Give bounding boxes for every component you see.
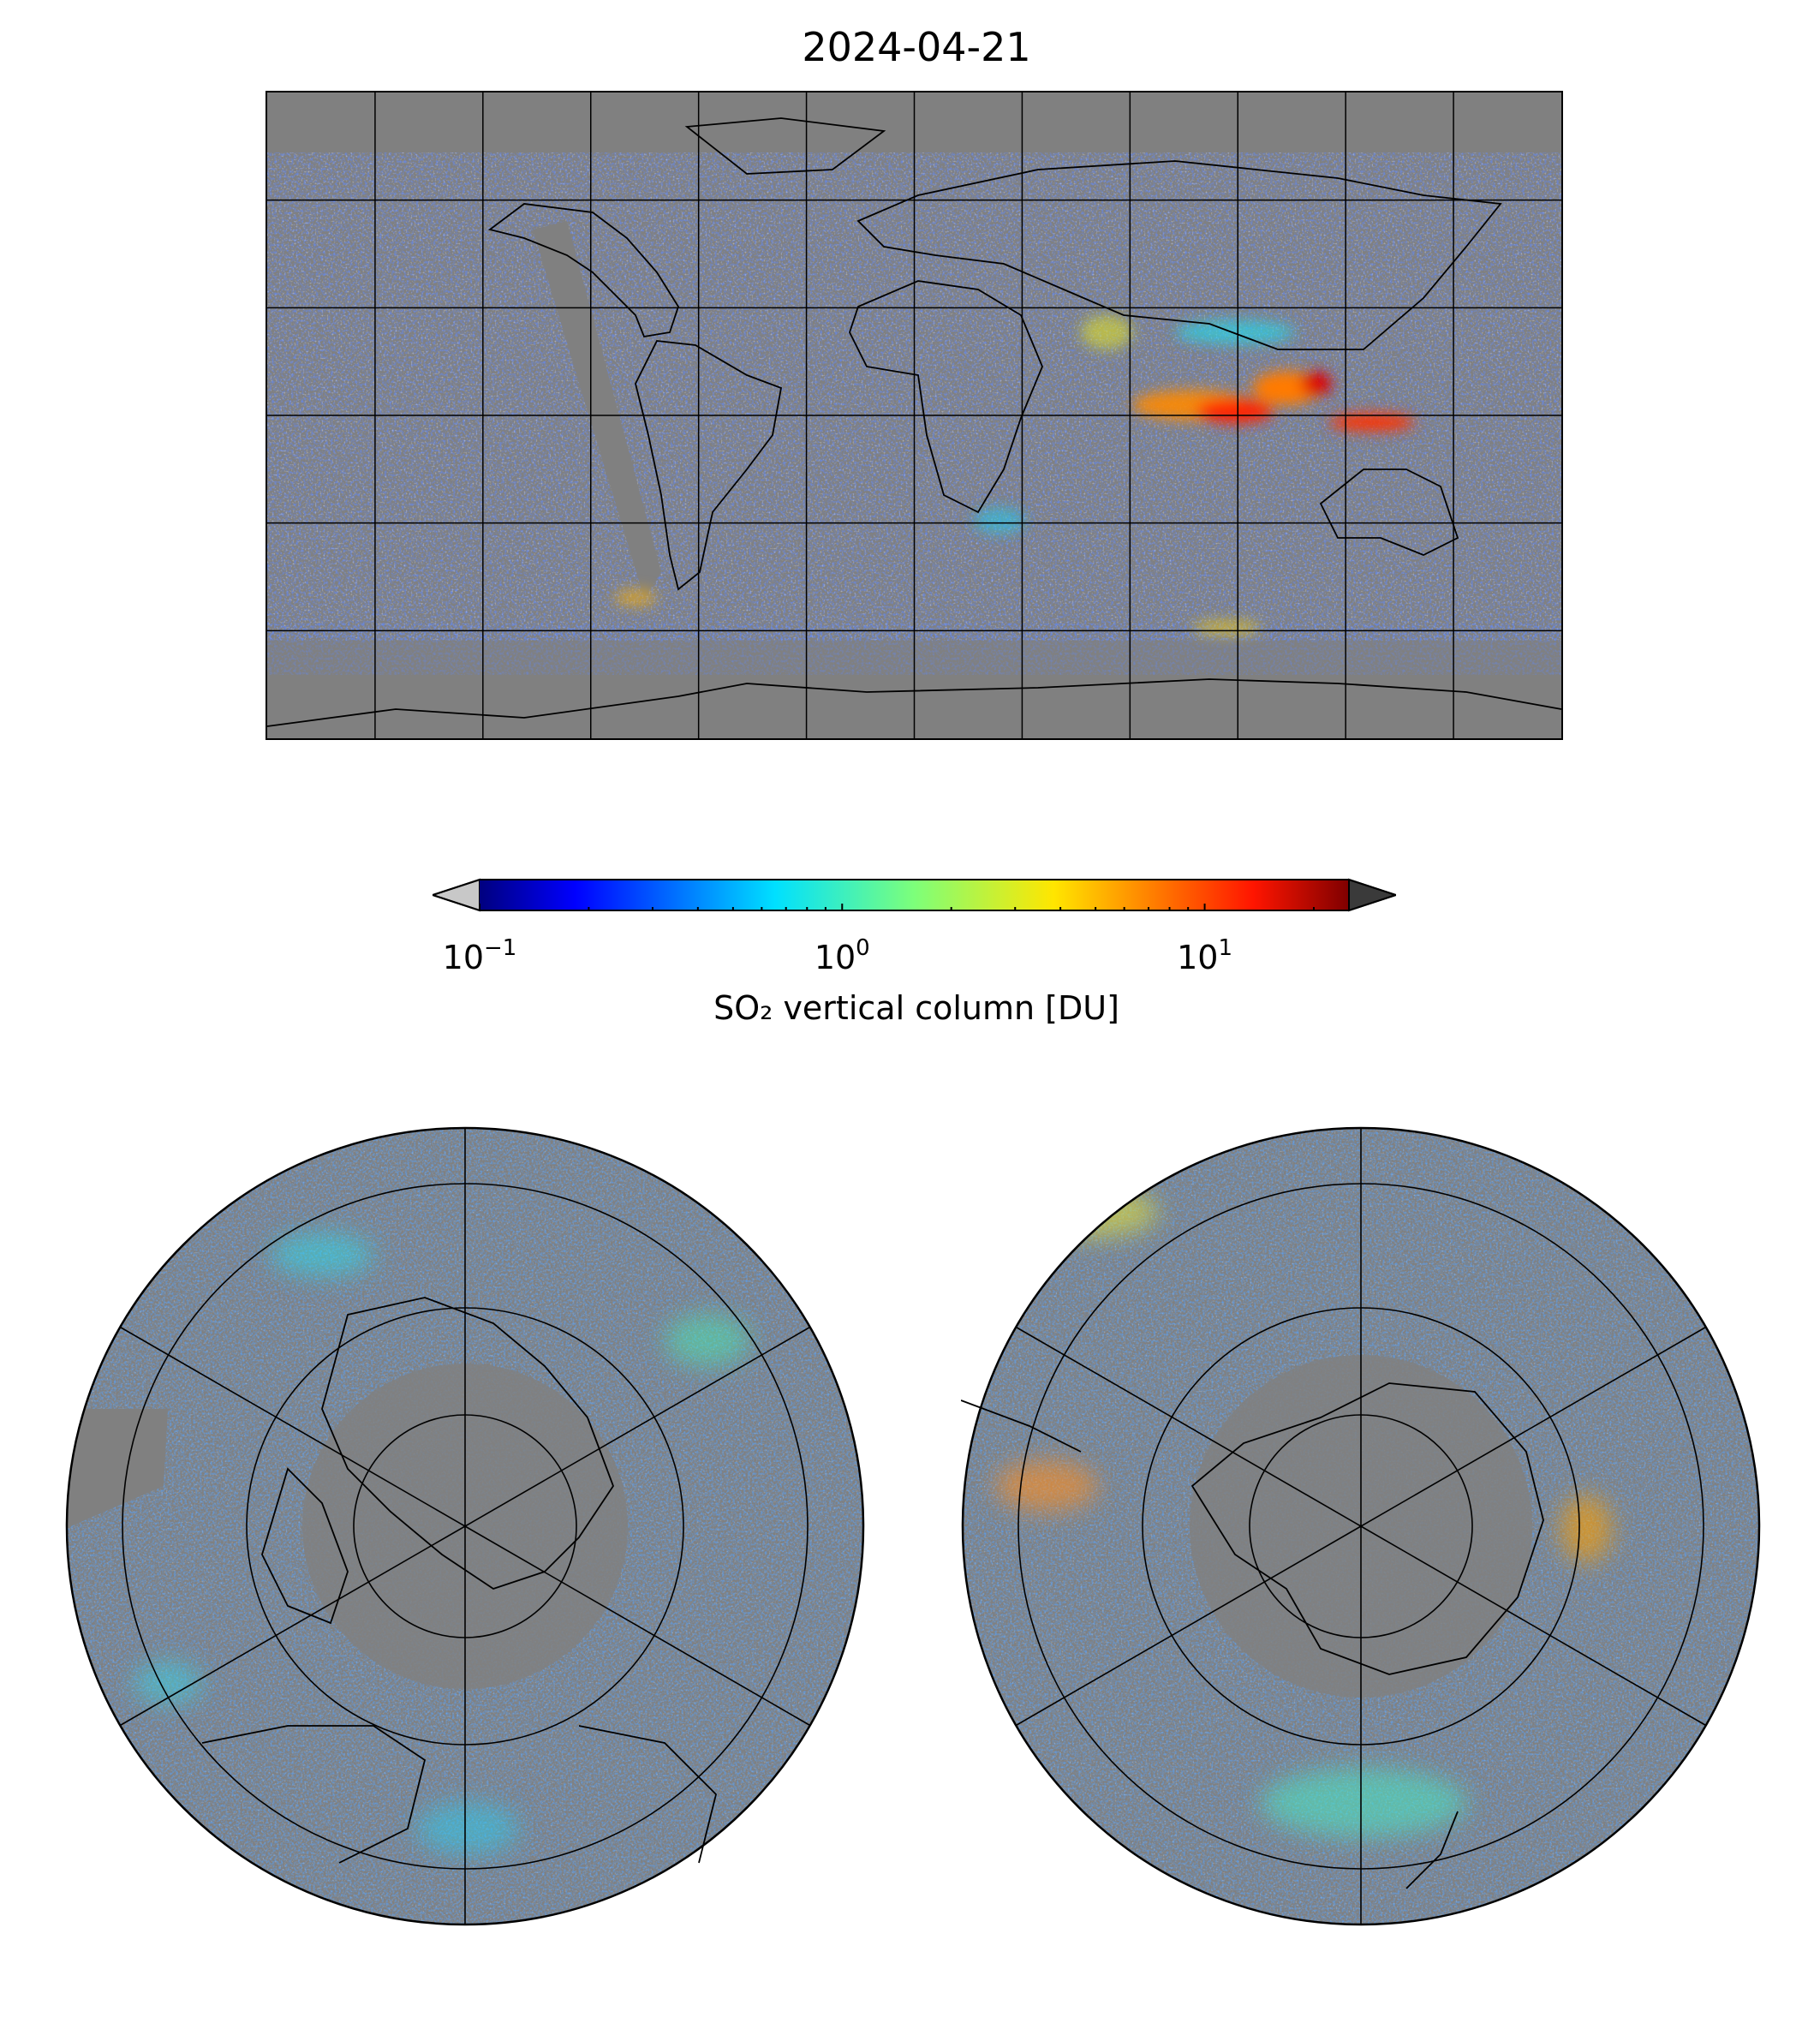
- colorbar-tick-label: 10−1: [442, 935, 517, 976]
- meridian-line: [1360, 1525, 1707, 1727]
- coast-greenland: [684, 117, 886, 175]
- colorbar-under-extension: [433, 878, 480, 912]
- coast-australia: [1319, 468, 1459, 556]
- north-coastlines: [201, 1297, 717, 1864]
- north-graticule: [119, 1128, 811, 1925]
- south-graticule: [1015, 1128, 1707, 1925]
- coast-africa: [849, 280, 1043, 514]
- world-map-canvas: [267, 92, 1561, 738]
- south-coastlines: [961, 1382, 1544, 1889]
- south-frame: [961, 1126, 1761, 1926]
- meridian-line: [1015, 1326, 1362, 1527]
- graticule: [267, 92, 1561, 738]
- meridian-line: [1360, 1326, 1707, 1527]
- colorbar-ticks: [479, 904, 1315, 910]
- meridian-line: [1015, 1525, 1362, 1727]
- meridian-line: [119, 1525, 466, 1727]
- north-frame: [65, 1126, 865, 1926]
- orbit-gap: [533, 221, 661, 598]
- colorbar-gradient: [480, 880, 1349, 910]
- coast-north-america: [487, 203, 679, 338]
- colorbar-tick-label: 100: [814, 935, 870, 976]
- colorbar-over-extension: [1348, 878, 1396, 912]
- coast-south-america: [635, 340, 783, 591]
- coastlines: [267, 117, 1561, 727]
- colorbar: [433, 878, 1396, 912]
- south-polar-canvas: [961, 1126, 1761, 1926]
- meridian-line: [464, 1326, 811, 1527]
- meridian-line: [119, 1326, 466, 1527]
- north-orbit-gap: [67, 1409, 168, 1529]
- south-polar-map: [961, 1126, 1762, 1927]
- map-title: 2024-04-21: [802, 24, 1031, 70]
- coast-antarctica: [267, 678, 1561, 727]
- so2-hotspots: [614, 315, 1415, 635]
- colorbar-label: SO₂ vertical column [DU]: [713, 989, 1119, 1027]
- coast-eurasia: [856, 160, 1502, 350]
- meridian-line: [464, 1525, 811, 1727]
- north-polar-map: [65, 1126, 866, 1927]
- colorbar-tick-label: 101: [1177, 935, 1232, 976]
- world-map: [266, 91, 1563, 740]
- north-polar-canvas: [65, 1126, 865, 1926]
